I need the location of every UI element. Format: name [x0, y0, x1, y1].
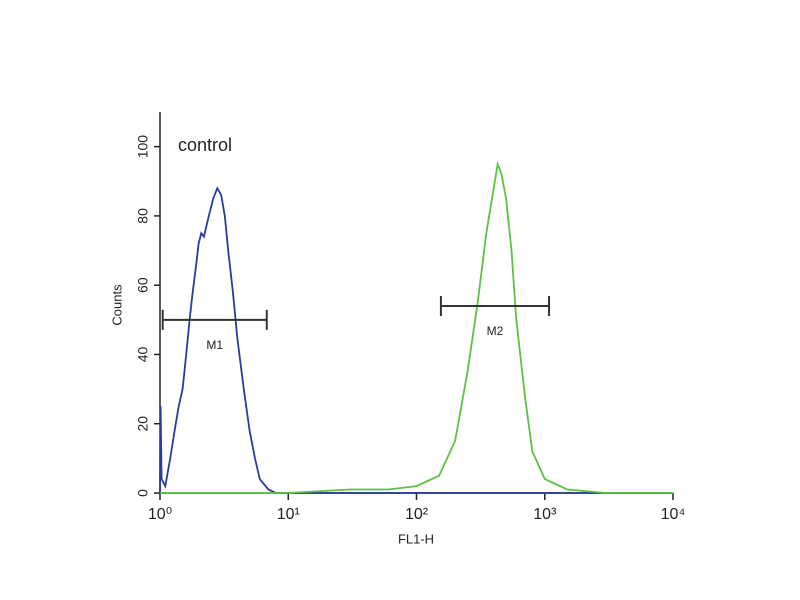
y-tick-label: 0 [135, 489, 151, 497]
x-axis-label: FL1-H [398, 531, 434, 546]
x-tick-label: 10² [405, 506, 429, 523]
y-axis-label: Counts [109, 284, 124, 326]
histogram-line [160, 160, 673, 494]
y-tick-label: 80 [135, 208, 151, 224]
x-tick-label: 10¹ [277, 506, 300, 523]
y-tick-label: 100 [135, 135, 151, 159]
histogram-line [159, 186, 673, 494]
y-tick-label: 60 [135, 277, 151, 293]
x-tick-label: 10⁰ [148, 506, 172, 523]
x-tick-label: 10³ [533, 506, 557, 523]
annotation: control [178, 135, 232, 155]
marker-label: M2 [487, 324, 504, 338]
y-tick-label: 20 [135, 416, 151, 432]
marker-label: M1 [206, 338, 223, 352]
x-tick-label: 10⁴ [661, 506, 686, 523]
y-tick-label: 40 [135, 346, 151, 362]
